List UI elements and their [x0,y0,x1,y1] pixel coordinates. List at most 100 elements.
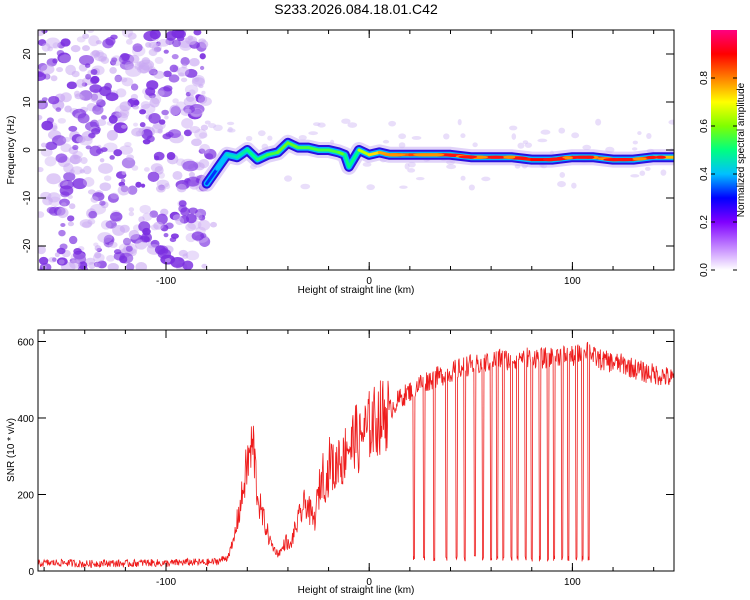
noise-blob [132,104,139,110]
noise-blob [97,232,113,243]
noise-blob [38,114,43,121]
noise-blob [143,167,150,172]
noise-blob [117,185,130,196]
track-hotspot [542,158,556,162]
track-segment [235,148,249,159]
noise-blob [193,30,202,36]
noise-blob [94,245,102,252]
noise-blob [169,64,179,73]
noise-blob [88,35,100,47]
noise-blob [388,120,397,127]
noise-blob [185,91,191,97]
track-segment [327,148,341,154]
noise-blob [366,184,375,191]
noise-blob [98,163,113,174]
noise-blob [188,171,195,178]
track-segment [266,150,280,157]
noise-blob [199,65,205,71]
noise-blob [60,222,66,228]
noise-blob [571,182,577,189]
colorbar-tick-label: 0.6 [699,119,710,133]
y-tick-label: -20 [22,238,33,253]
noise-blob [154,56,164,64]
noise-blob [46,206,57,214]
noise-blob [472,142,478,148]
noise-blob [171,53,179,60]
track-segment [357,148,371,157]
noise-blob [198,132,208,139]
noise-blob [92,253,105,263]
noise-blob [200,124,209,131]
noise-blob [73,155,79,160]
noise-blob [537,138,548,143]
colorbar-tick-label: 0.0 [699,263,710,277]
noise-blob [95,50,104,58]
noise-blob [52,42,60,49]
noise-blob [185,223,197,232]
noise-blob [114,75,123,82]
noise-blob [382,139,390,144]
noise-blobs [38,30,674,270]
noise-blob [180,77,188,83]
noise-blob [87,189,96,195]
snr-y-label: SNR (10 * v/v) [6,418,17,482]
noise-blob [153,221,164,230]
noise-blob [129,54,140,64]
noise-blob [189,58,200,67]
y-tick-label: 0 [22,147,33,153]
noise-blob [57,42,66,49]
noise-blob [82,33,90,39]
noise-blob [632,140,638,145]
noise-blob [540,129,551,135]
noise-blob [110,55,123,66]
noise-blob [158,119,166,125]
noise-blob [104,82,112,91]
noise-blob [153,70,165,80]
noise-blob [70,45,81,53]
noise-blob [50,75,58,82]
noise-blob [149,210,159,218]
noise-blob [164,115,169,120]
noise-blob [72,178,88,190]
noise-blob [60,143,72,153]
noise-blob [106,130,118,141]
noise-blob [138,216,145,223]
noise-blob [182,160,199,172]
noise-blob [141,57,151,65]
noise-blob [201,90,206,95]
noise-blob [407,161,416,168]
noise-blob [114,74,123,83]
noise-blob [151,94,162,105]
noise-blob [108,241,118,248]
noise-blob [186,176,200,187]
noise-blob [460,133,466,139]
track-segment [215,153,229,171]
x-tick-label: -100 [156,577,176,588]
track-segment [343,153,351,169]
noise-blob [169,104,181,116]
noise-blob [47,192,61,203]
noise-blob [308,131,319,136]
track-hotspot [603,158,625,162]
noise-blob [180,56,190,66]
noise-blob [95,148,104,154]
noise-blob [114,105,130,117]
noise-blob [119,252,134,264]
track-hotspot [584,155,595,159]
noise-blob [191,138,202,147]
noise-blob [67,194,73,200]
noise-blob [56,257,68,266]
noise-blob [88,210,98,219]
noise-blob [119,145,133,155]
noise-blob [509,125,518,131]
noise-blob [107,193,119,203]
noise-blob [70,251,87,263]
noise-blob [226,121,235,126]
colorbar-ticks: 0.0 0.2 0.4 0.6 0.8 [699,71,737,277]
noise-blob [44,156,57,167]
noise-blob [188,207,198,214]
noise-blob [128,207,135,212]
noise-blob [639,170,646,176]
snr-panel: -100 0 100 0 200 400 600 Height of straight li… [6,329,675,596]
